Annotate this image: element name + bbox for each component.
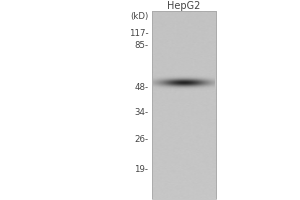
Text: 19-: 19-: [134, 164, 148, 173]
Bar: [152, 11, 216, 199]
Text: 48-: 48-: [134, 82, 148, 92]
Text: 85-: 85-: [134, 40, 148, 49]
Text: 26-: 26-: [134, 134, 148, 144]
Text: 34-: 34-: [134, 108, 148, 117]
Text: (kD): (kD): [130, 12, 148, 21]
Text: 117-: 117-: [129, 28, 148, 38]
Text: HepG2: HepG2: [167, 1, 200, 11]
